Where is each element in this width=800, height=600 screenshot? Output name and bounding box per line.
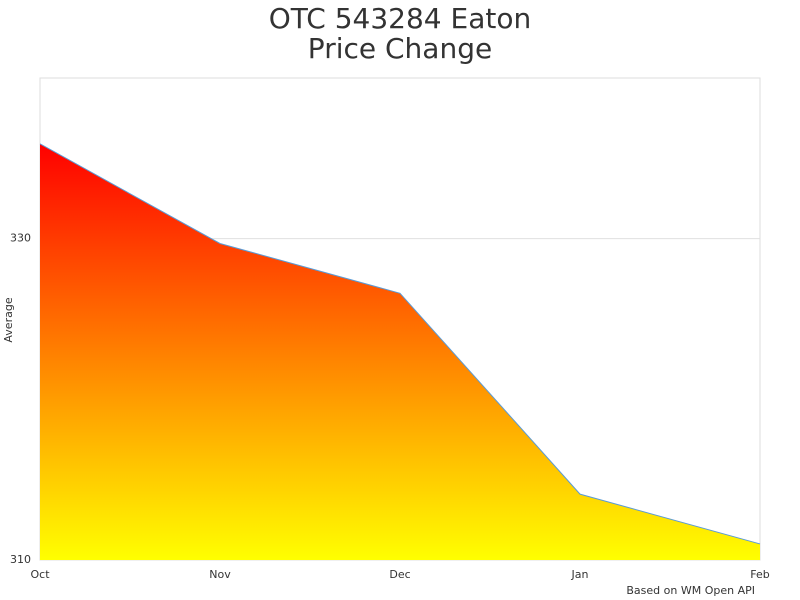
x-tick-label: Feb [750,568,769,581]
x-tick-label: Oct [30,568,50,581]
x-tick-label: Dec [389,568,410,581]
y-axis-label: Average [2,297,15,342]
x-tick-label: Nov [209,568,231,581]
chart-title: OTC 543284 Eaton [269,2,531,35]
chart-title: Price Change [308,32,492,65]
credits: Based on WM Open API [626,584,755,597]
area [40,143,760,560]
x-tick-label: Jan [571,568,589,581]
y-tick-label: 330 [10,232,31,245]
line [39,143,761,545]
y-tick-label: 310 [10,553,31,566]
